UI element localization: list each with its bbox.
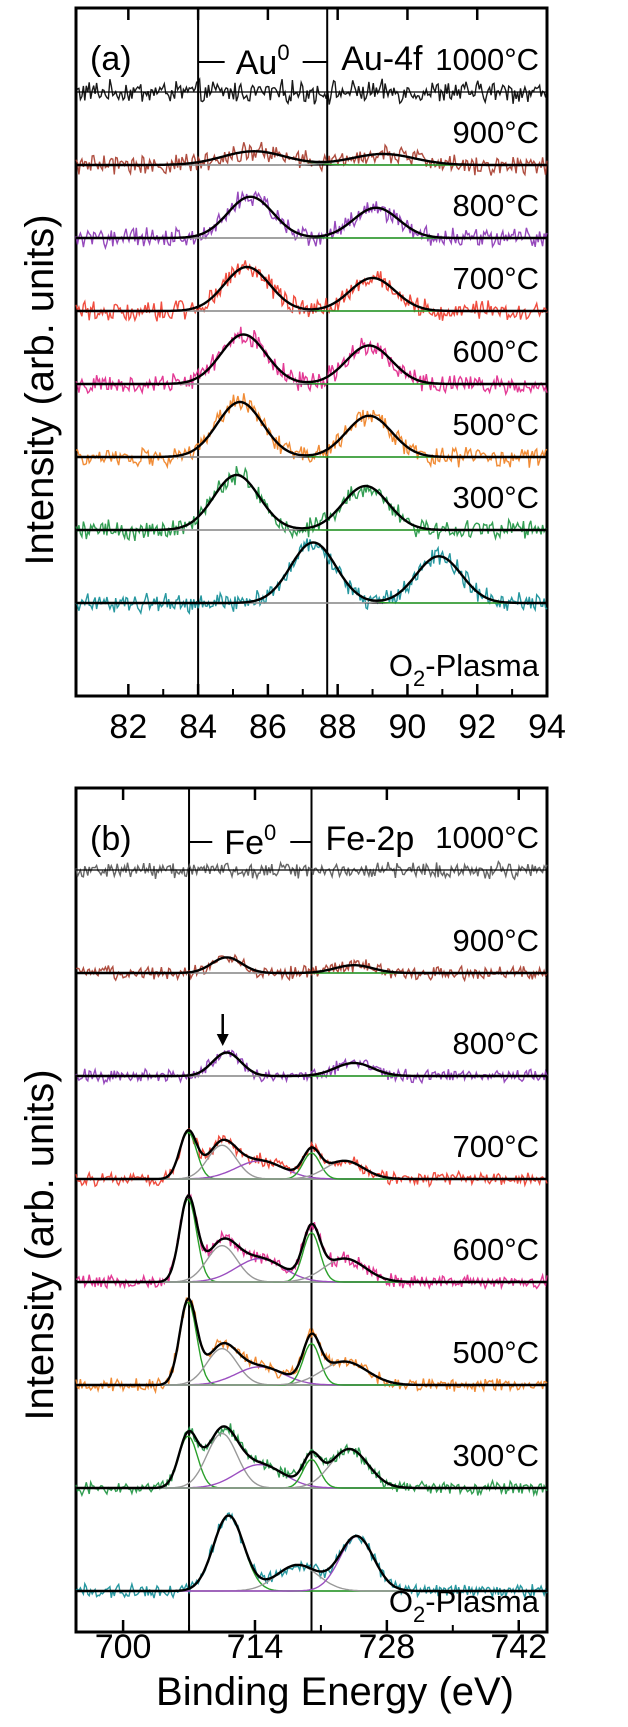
fit-envelope-2	[76, 195, 547, 240]
series-label: 600°C	[452, 334, 539, 369]
series-label: 300°C	[452, 1438, 539, 1473]
spectrum-raw-7	[75, 538, 548, 616]
series-label: 900°C	[452, 115, 539, 150]
fit-envelope-1	[76, 956, 547, 975]
panel-title: Fe-2p	[326, 820, 415, 858]
x-tick-label: 742	[490, 1628, 547, 1666]
series-label: 500°C	[452, 1335, 539, 1370]
fit-envelope-6	[76, 1425, 547, 1490]
spectrum-raw-2	[75, 190, 548, 251]
fit-envelope-3	[76, 1129, 547, 1181]
series-label: 800°C	[452, 1026, 539, 1061]
fit-envelope-2	[76, 1051, 547, 1078]
fit-envelope-6	[76, 473, 547, 532]
x-tick-label: 88	[319, 708, 357, 746]
x-tick-label: 84	[179, 708, 217, 746]
x-tick-label: 700	[95, 1628, 152, 1666]
series-label: 800°C	[452, 188, 539, 223]
superscript: 0	[264, 820, 276, 845]
superscript: 0	[277, 40, 289, 65]
panel-b-fe2p: 700 714 728 742 Fe0 (b) Fe-2p 1000°C 900°C 800°C 7…	[74, 786, 549, 1666]
x-tick-label: 82	[109, 708, 147, 746]
series-label: 300°C	[452, 480, 539, 515]
spectrum-raw-1	[75, 141, 548, 177]
series-label: 500°C	[452, 407, 539, 442]
panel-label: (b)	[90, 820, 132, 858]
plot-frame	[74, 6, 549, 698]
x-tick-label: 714	[227, 1628, 284, 1666]
series-label: 1000°C	[435, 42, 539, 77]
series-label: 1000°C	[435, 820, 539, 855]
reference-bracket-label: Fe0	[224, 820, 276, 862]
x-tick-label: 90	[389, 708, 427, 746]
series-label: O2-Plasma	[389, 648, 540, 691]
panel-a-au4f: 82 84 86 88 90 92 94 Au0 (a) Au-4f 1000°C 900°C 800°…	[74, 6, 566, 746]
fit-envelope-7	[76, 1514, 547, 1593]
series-label: 700°C	[452, 1129, 539, 1164]
y-axis-title-b: Intensity (arb. units)	[18, 1069, 62, 1420]
label-rest: -Plasma	[425, 1584, 539, 1619]
subscript: 2	[413, 1602, 425, 1627]
x-tick-label: 728	[358, 1628, 415, 1666]
x-tick-label: 92	[458, 708, 496, 746]
panel-label: (a)	[90, 40, 132, 78]
spectrum-raw-3	[75, 1128, 548, 1188]
series-label: 700°C	[452, 261, 539, 296]
series-label: 600°C	[452, 1232, 539, 1267]
spectrum-raw-5	[75, 393, 548, 470]
subscript: 2	[413, 666, 425, 691]
panel-title: Au-4f	[341, 40, 423, 78]
fit-envelope-4	[76, 1194, 547, 1284]
x-axis-title: Binding Energy (eV)	[156, 1670, 514, 1714]
series-label: 900°C	[452, 923, 539, 958]
fit-envelope-7	[76, 541, 547, 605]
fit-envelope-5	[76, 400, 547, 459]
x-tick-label: 94	[528, 708, 566, 746]
fit-envelope-3	[76, 265, 547, 313]
fit-envelope-4	[76, 333, 547, 386]
fit-envelope-1	[76, 149, 547, 167]
fit-envelope-5	[76, 1297, 547, 1387]
spectrum-raw-6	[75, 1423, 548, 1498]
series-label: O2-Plasma	[389, 1584, 540, 1627]
arrow-head	[216, 1034, 229, 1046]
y-axis-title-a: Intensity (arb. units)	[18, 214, 62, 565]
reference-bracket-label: Au0	[236, 40, 290, 82]
x-tick-label: 86	[249, 708, 287, 746]
label-rest: -Plasma	[425, 648, 539, 683]
